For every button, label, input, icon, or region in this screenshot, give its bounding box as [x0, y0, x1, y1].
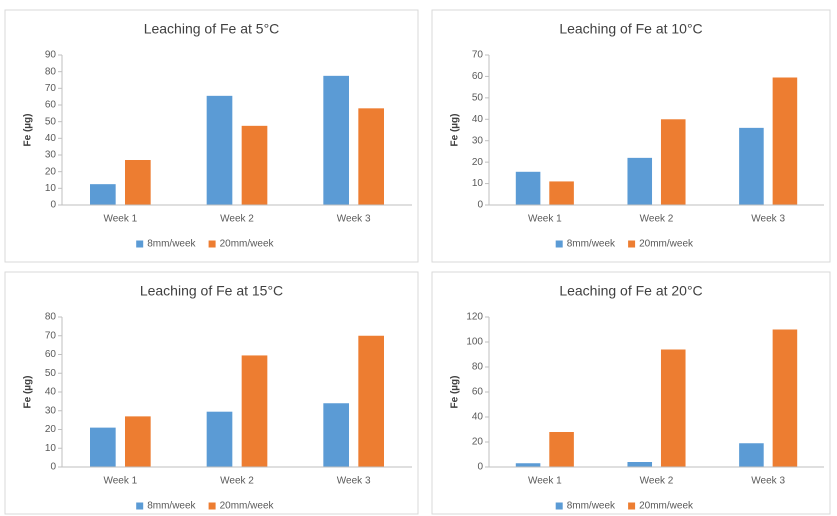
y-axis-title: Fe (µg) [23, 376, 34, 409]
y-tick-label: 40 [472, 412, 484, 423]
legend-label: 8mm/week [147, 239, 196, 250]
x-tick-label: Week 1 [528, 476, 562, 487]
legend-label: 20mm/week [639, 239, 694, 250]
y-tick-label: 70 [472, 50, 484, 61]
y-axis-title: Fe (µg) [23, 114, 34, 147]
legend-label: 20mm/week [220, 239, 275, 250]
bar [323, 75, 349, 205]
legend-swatch [136, 240, 144, 248]
y-tick-label: 40 [45, 387, 57, 398]
y-axis-title: Fe (µg) [450, 376, 461, 409]
legend-label: 8mm/week [567, 501, 616, 512]
y-tick-label: 10 [45, 443, 57, 454]
y-tick-label: 20 [45, 166, 57, 177]
bar [772, 329, 798, 467]
panel [4, 271, 419, 515]
x-tick-label: Week 3 [751, 214, 785, 225]
y-tick-label: 40 [472, 114, 484, 125]
bar [515, 171, 541, 205]
legend-swatch [555, 502, 563, 510]
bar [358, 108, 384, 205]
x-tick-label: Week 1 [103, 476, 137, 487]
bar [323, 403, 349, 467]
y-axis-title: Fe (µg) [450, 114, 461, 147]
y-tick-label: 100 [466, 337, 483, 348]
y-tick-label: 20 [472, 437, 484, 448]
x-tick-label: Week 2 [640, 476, 674, 487]
y-tick-label: 30 [45, 405, 57, 416]
y-tick-label: 0 [477, 200, 483, 211]
bar [549, 432, 574, 467]
y-tick-label: 0 [50, 462, 56, 473]
bar [90, 184, 116, 205]
bar [125, 416, 151, 467]
bar [627, 157, 653, 205]
y-tick-label: 120 [466, 312, 483, 323]
y-tick-label: 20 [45, 424, 57, 435]
bar [206, 95, 233, 205]
x-tick-label: Week 3 [337, 214, 371, 225]
legend-label: 20mm/week [639, 501, 694, 512]
y-tick-label: 50 [472, 92, 484, 103]
y-tick-label: 50 [45, 368, 57, 379]
bar [772, 77, 798, 205]
bar [739, 443, 764, 467]
y-tick-label: 80 [45, 312, 57, 323]
legend-label: 8mm/week [147, 501, 196, 512]
x-tick-label: Week 1 [528, 214, 562, 225]
bar [241, 125, 268, 205]
y-tick-label: 60 [45, 349, 57, 360]
y-tick-label: 30 [45, 150, 57, 161]
chart-title: Leaching of Fe at 10°C [559, 21, 702, 37]
bar [206, 411, 233, 467]
bar [515, 463, 541, 467]
legend-swatch [208, 502, 216, 510]
chart-title: Leaching of Fe at 5°C [144, 21, 280, 37]
legend-swatch [208, 240, 216, 248]
bar [627, 462, 653, 467]
chart-title: Leaching of Fe at 15°C [140, 283, 283, 299]
y-tick-label: 70 [45, 330, 57, 341]
y-tick-label: 60 [472, 387, 484, 398]
x-tick-label: Week 1 [103, 214, 137, 225]
y-tick-label: 10 [472, 178, 484, 189]
x-tick-label: Week 2 [640, 214, 674, 225]
legend-swatch [628, 240, 636, 248]
x-tick-label: Week 2 [220, 214, 254, 225]
legend-swatch [555, 240, 563, 248]
bar [739, 127, 764, 205]
y-tick-label: 30 [472, 135, 484, 146]
bar [90, 427, 116, 467]
bar [660, 119, 686, 205]
y-tick-label: 70 [45, 83, 57, 94]
bar [358, 335, 384, 467]
x-tick-label: Week 2 [220, 476, 254, 487]
y-tick-label: 60 [472, 71, 484, 82]
bar [660, 349, 686, 467]
y-tick-label: 80 [472, 362, 484, 373]
legend-swatch [136, 502, 144, 510]
y-tick-label: 10 [45, 183, 57, 194]
y-tick-label: 80 [45, 66, 57, 77]
legend-label: 20mm/week [220, 501, 275, 512]
chart-title: Leaching of Fe at 20°C [559, 283, 702, 299]
y-tick-label: 20 [472, 157, 484, 168]
panel [431, 271, 831, 515]
y-tick-label: 90 [45, 50, 57, 61]
bar [549, 181, 574, 205]
legend-swatch [628, 502, 636, 510]
y-tick-label: 0 [477, 462, 483, 473]
bar [241, 355, 268, 467]
x-tick-label: Week 3 [337, 476, 371, 487]
y-tick-label: 40 [45, 133, 57, 144]
bar [125, 160, 151, 205]
legend-label: 8mm/week [567, 239, 616, 250]
y-tick-label: 60 [45, 100, 57, 111]
y-tick-label: 0 [50, 200, 56, 211]
y-tick-label: 50 [45, 116, 57, 127]
x-tick-label: Week 3 [751, 476, 785, 487]
